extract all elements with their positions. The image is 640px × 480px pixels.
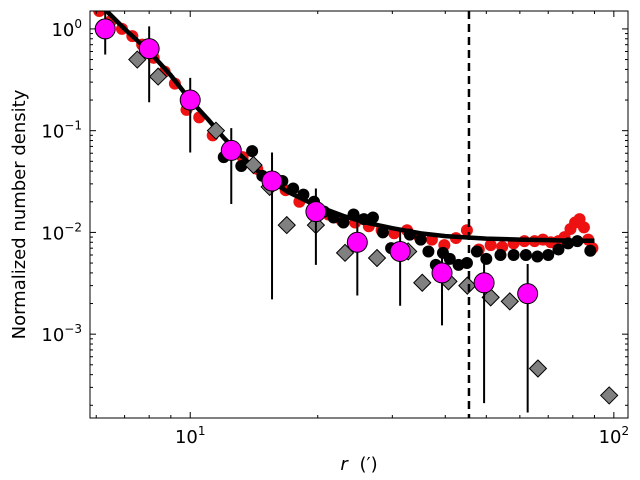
black-point <box>494 248 507 261</box>
black-point <box>460 257 473 270</box>
black-point <box>507 248 520 261</box>
gray-diamond <box>367 248 387 268</box>
magenta-point <box>220 139 242 161</box>
gray-diamond <box>206 121 226 140</box>
x-tick-label: 101 <box>175 424 206 448</box>
black-point <box>246 145 259 158</box>
black-point <box>422 245 435 258</box>
y-tick-label: 10−2 <box>41 220 82 244</box>
y-tick-base: 10 <box>41 122 64 143</box>
magenta-point <box>94 18 116 40</box>
black-point <box>376 226 389 239</box>
fit-line <box>103 11 595 243</box>
y-tick-exponent: 0 <box>74 17 82 31</box>
gray-diamond <box>599 386 619 405</box>
black-point <box>366 211 379 224</box>
black-point <box>542 248 555 261</box>
gray-diamond <box>500 292 519 311</box>
red-point <box>484 239 497 252</box>
y-tick-base: 10 <box>41 325 64 346</box>
plot-frame <box>89 10 629 419</box>
magenta-point <box>473 272 495 294</box>
y-tick-label: 100 <box>51 17 82 41</box>
gray-diamond <box>277 215 296 235</box>
y-tick-exponent: −1 <box>64 119 82 133</box>
gray-diamond <box>458 276 477 295</box>
magenta-point <box>346 231 368 253</box>
magenta-point <box>389 240 411 262</box>
y-tick-base: 10 <box>41 223 64 244</box>
black-point <box>519 248 532 261</box>
gray-diamond <box>148 67 168 86</box>
gray-diamond <box>413 273 432 292</box>
x-tick-exponent: 2 <box>621 424 629 438</box>
x-tick-base: 10 <box>175 427 198 448</box>
x-axis-label-unit: (′) <box>360 454 378 475</box>
y-tick-label: 10−1 <box>41 119 82 143</box>
black-point <box>584 244 597 257</box>
x-axis-label: r (′) <box>340 454 377 475</box>
red-point <box>460 224 473 237</box>
y-tick-label: 10−3 <box>41 322 82 346</box>
red-point <box>577 221 590 234</box>
y-axis-label: Normalized number density <box>9 89 30 339</box>
black-point <box>470 245 483 258</box>
black-point <box>414 233 427 246</box>
plot-data-group <box>93 11 619 413</box>
gray-diamond <box>244 155 263 175</box>
black-point <box>235 159 248 172</box>
black-point <box>552 243 565 256</box>
black-point <box>337 216 350 229</box>
x-tick-base: 10 <box>599 427 622 448</box>
magenta-point <box>179 89 201 111</box>
plot-area <box>93 11 619 418</box>
y-tick-base: 10 <box>51 20 74 41</box>
magenta-point <box>305 201 327 223</box>
magenta-point <box>431 262 453 284</box>
x-tick-exponent: 1 <box>198 424 206 438</box>
gray-diamond <box>528 359 548 378</box>
black-point <box>531 250 544 263</box>
magenta-point <box>138 38 160 60</box>
x-tick-label: 102 <box>599 424 630 448</box>
magenta-point <box>517 283 539 305</box>
black-point <box>480 252 493 265</box>
magenta-point <box>261 170 283 192</box>
y-tick-exponent: −3 <box>64 322 82 336</box>
black-point <box>443 252 456 265</box>
x-axis-label-var: r <box>340 454 349 475</box>
y-tick-exponent: −2 <box>64 220 82 234</box>
